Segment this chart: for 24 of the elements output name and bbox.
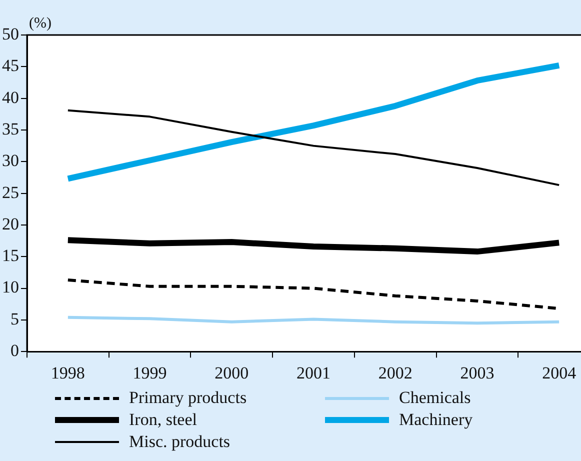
y-tick-label: 25 [2,182,19,202]
y-tick-label: 35 [2,119,19,138]
legend-label: Primary products [129,388,247,408]
y-tick-label: 30 [2,151,19,170]
y-tick-label: 40 [2,88,19,107]
x-tick-label: 2001 [296,363,330,382]
x-tick-label: 2004 [542,363,577,382]
y-tick-label: 5 [10,309,19,328]
y-tick-label: 10 [2,278,19,297]
y-axis-title: (%) [29,15,52,32]
legend-label: Machinery [399,410,473,430]
y-tick-label: 0 [10,341,19,360]
x-tick-label: 1999 [132,363,167,382]
x-tick-label: 1998 [50,363,85,382]
legend-label: Iron, steel [129,410,197,430]
legend-label: Misc. products [129,432,230,452]
x-tick-label: 2002 [378,363,412,382]
y-tick-label: 45 [2,56,19,76]
x-tick-label: 2000 [214,363,249,382]
legend-label: Chemicals [399,388,471,408]
y-tick-label: 50 [2,24,19,44]
x-tick-label: 2003 [460,363,494,382]
y-tick-label: 20 [2,214,19,234]
y-tick-label: 15 [2,246,19,266]
